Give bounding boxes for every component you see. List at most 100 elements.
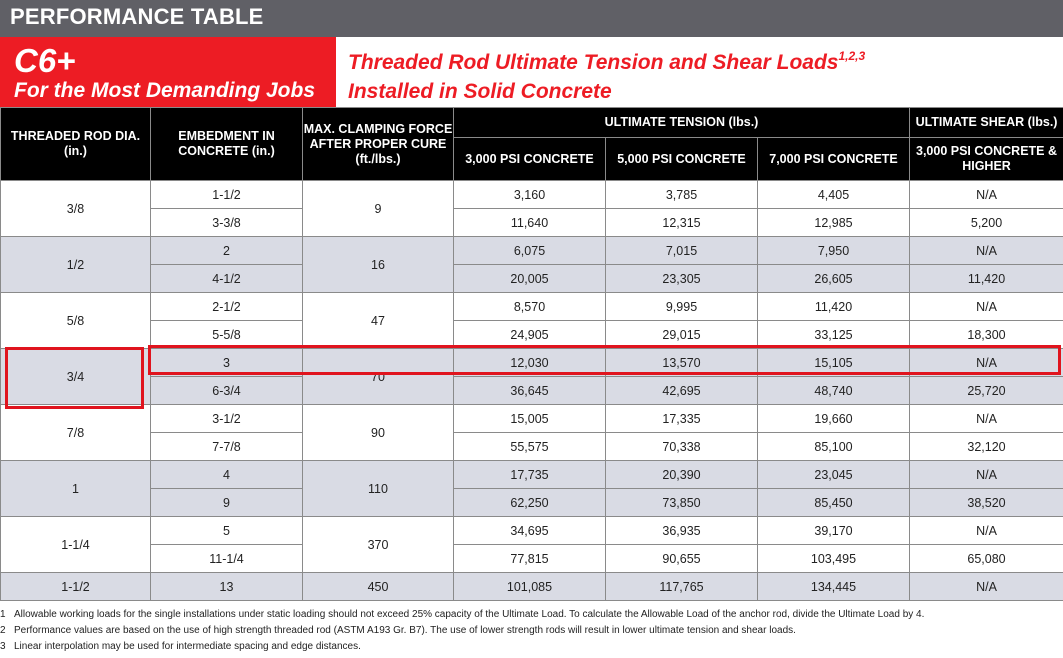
tension-7000-cell: 33,125 [756,320,911,349]
tension-7000-cell: 26,605 [756,264,911,293]
rod-diameter-cell: 1/2 [0,236,151,293]
footnote-text: Linear interpolation may be used for int… [14,641,361,652]
table-title: Threaded Rod Ultimate Tension and Shear … [348,42,865,106]
table-row: 1/2 2 16 6,075 7,015 7,950 N/A [0,236,1063,293]
tension-5000-cell: 12,315 [605,208,758,237]
shear-cell: 32,120 [909,432,1063,461]
col-header-shear-3000: 3,000 PSI CONCRETE & HIGHER [909,137,1063,181]
footnote-text: Performance values are based on the use … [14,625,796,636]
tension-7000-cell: 12,985 [756,208,911,237]
tension-3000-cell: 62,250 [453,488,606,517]
rod-diameter-cell: 5/8 [0,292,151,349]
tension-5000-cell: 3,785 [605,180,758,209]
table-row: 7-7/8 55,575 70,338 85,100 32,120 [1,432,1063,461]
embedment-cell: 3-1/2 [150,404,303,433]
table-row: 5-5/8 24,905 29,015 33,125 18,300 [1,320,1063,349]
tension-7000-cell: 134,445 [756,572,911,601]
shear-cell: 38,520 [909,488,1063,517]
clamping-force-cell: 16 [302,236,454,293]
table-row: 4-1/2 20,005 23,305 26,605 11,420 [1,264,1063,293]
shear-cell: 18,300 [909,320,1063,349]
table-row: 1 4 110 17,735 20,390 23,045 N/A [0,460,1063,517]
rod-diameter-cell: 3/8 [0,180,151,237]
clamping-force-cell: 110 [302,460,454,517]
highlight-box-diameter [5,347,144,409]
tension-5000-cell: 29,015 [605,320,758,349]
footnote-number: 1 [0,609,6,620]
tension-5000-cell: 90,655 [605,544,758,573]
rod-diameter-cell: 1 [0,460,151,517]
tension-3000-cell: 101,085 [453,572,606,601]
tension-7000-cell: 7,950 [756,236,911,265]
tension-7000-cell: 103,495 [756,544,911,573]
tension-5000-cell: 73,850 [605,488,758,517]
clamping-force-cell: 47 [302,292,454,349]
footnotes: 1 Allowable working loads for the single … [0,607,1063,655]
tension-3000-cell: 24,905 [453,320,606,349]
shear-cell: N/A [909,404,1063,433]
tension-3000-cell: 77,815 [453,544,606,573]
rod-diameter-cell: 1-1/4 [0,516,151,573]
embedment-cell: 7-7/8 [150,432,303,461]
col-header-tension-7000: 7,000 PSI CONCRETE [756,137,911,181]
col-header-tension-3000: 3,000 PSI CONCRETE [453,137,606,181]
embedment-cell: 4-1/2 [150,264,303,293]
footnote: 2 Performance values are based on the use… [0,623,1063,639]
performance-table-banner: PERFORMANCE TABLE [0,0,1063,37]
title-line-1: Threaded Rod Ultimate Tension and Shear … [348,51,839,74]
shear-cell: N/A [909,236,1063,265]
tension-5000-cell: 20,390 [605,460,758,489]
shear-cell: 11,420 [909,264,1063,293]
clamping-force-cell: 90 [302,404,454,461]
table-row: 7/8 3-1/2 90 15,005 17,335 19,660 N/A [0,404,1063,461]
col-group-shear: ULTIMATE SHEAR (lbs.) [909,107,1063,138]
embedment-cell: 9 [150,488,303,517]
shear-cell: N/A [909,460,1063,489]
tension-7000-cell: 85,450 [756,488,911,517]
shear-cell: N/A [909,180,1063,209]
rod-diameter-cell: 1-1/2 [0,572,151,601]
footnote-number: 3 [0,641,6,652]
tension-5000-cell: 42,695 [605,376,758,405]
tension-5000-cell: 36,935 [605,516,758,545]
col-header-tension-5000: 5,000 PSI CONCRETE [605,137,758,181]
tension-5000-cell: 70,338 [605,432,758,461]
col-header-dia: THREADED ROD DIA. (in.) [0,107,151,181]
tension-7000-cell: 23,045 [756,460,911,489]
table-row: 9 62,250 73,850 85,450 38,520 [1,488,1063,517]
embedment-cell: 11-1/4 [150,544,303,573]
tension-5000-cell: 7,015 [605,236,758,265]
tension-7000-cell: 4,405 [756,180,911,209]
shear-cell: N/A [909,516,1063,545]
tension-3000-cell: 55,575 [453,432,606,461]
banner-title: PERFORMANCE TABLE [10,4,264,29]
footnote-number: 2 [0,625,6,636]
tension-3000-cell: 15,005 [453,404,606,433]
table-row: 3-3/8 11,640 12,315 12,985 5,200 [1,208,1063,237]
rod-diameter-cell: 7/8 [0,404,151,461]
tension-3000-cell: 36,645 [453,376,606,405]
footnote: 3 Linear interpolation may be used for in… [0,639,1063,655]
performance-table: THREADED ROD DIA. (in.) EMBEDMENT IN CON… [0,107,1063,601]
product-badge: C6+ For the Most Demanding Jobs [0,37,336,107]
tension-3000-cell: 6,075 [453,236,606,265]
embedment-cell: 2 [150,236,303,265]
tension-5000-cell: 17,335 [605,404,758,433]
shear-cell: 25,720 [909,376,1063,405]
shear-cell: 65,080 [909,544,1063,573]
tension-7000-cell: 48,740 [756,376,911,405]
footnote: 1 Allowable working loads for the single … [0,607,1063,623]
title-footnote-refs: 1,2,3 [838,49,866,63]
shear-cell: N/A [909,292,1063,321]
embedment-cell: 13 [150,572,303,601]
highlight-box-row [148,345,1061,375]
tension-3000-cell: 17,735 [453,460,606,489]
table-row: 1-1/4 5 370 34,695 36,935 39,170 N/A [0,516,1063,573]
tension-3000-cell: 20,005 [453,264,606,293]
embedment-cell: 1-1/2 [150,180,303,209]
embedment-cell: 6-3/4 [150,376,303,405]
table-row: 5/8 2-1/2 47 8,570 9,995 11,420 N/A [0,292,1063,349]
clamping-force-cell: 370 [302,516,454,573]
col-header-clamping: MAX. CLAMPING FORCE AFTER PROPER CURE (f… [302,107,454,181]
table-row: 6-3/4 36,645 42,695 48,740 25,720 [1,376,1063,405]
